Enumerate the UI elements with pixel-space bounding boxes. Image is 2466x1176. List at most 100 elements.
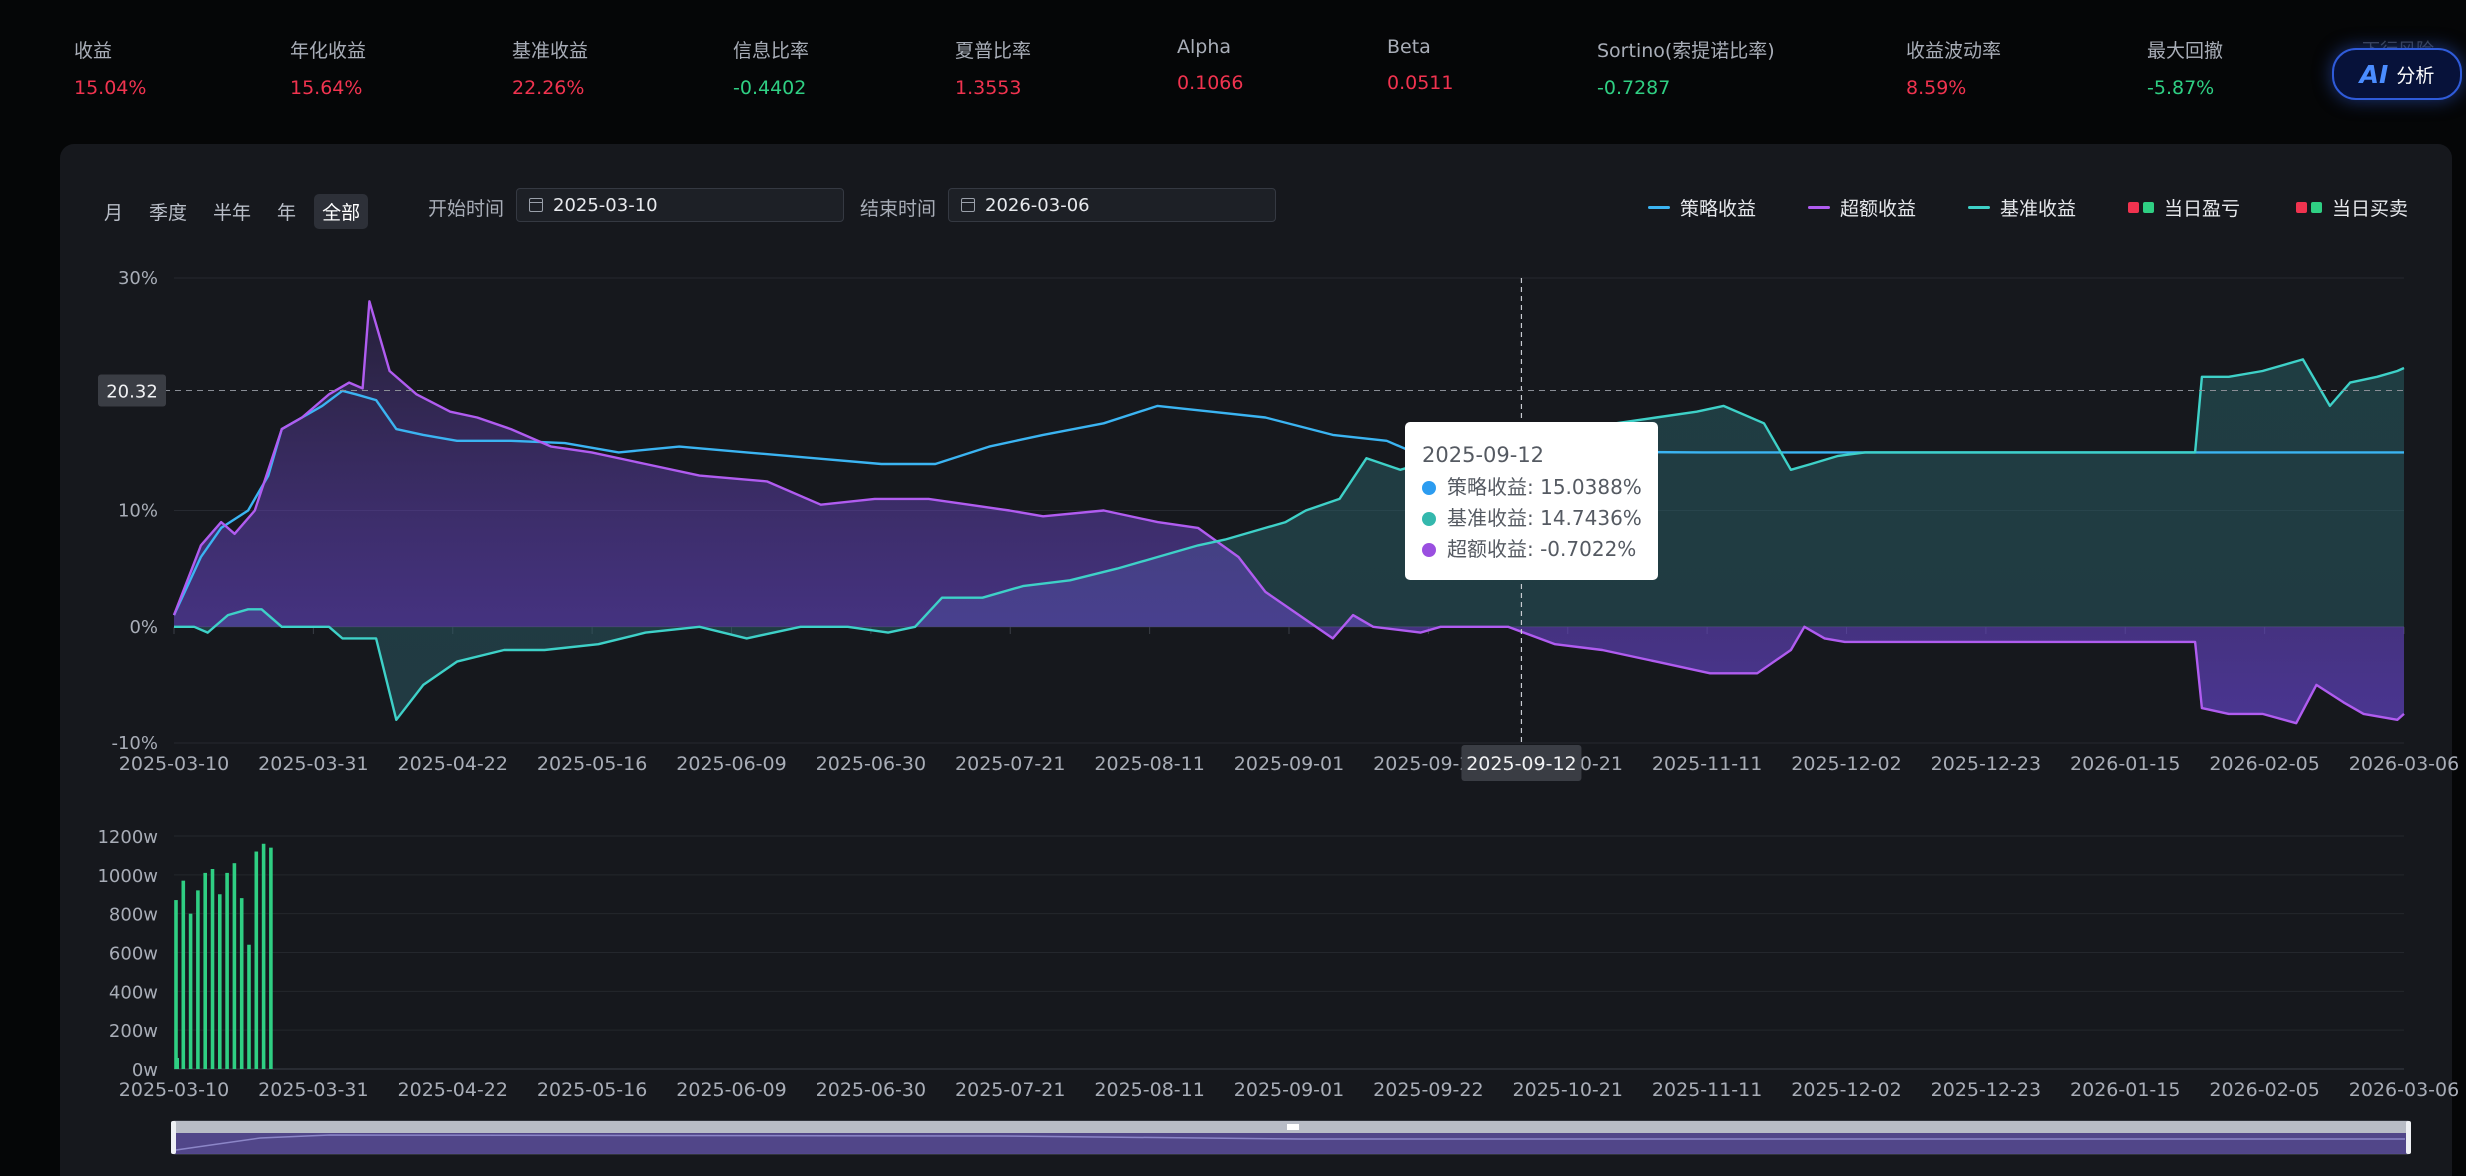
metric-label: 信息比率 (733, 40, 810, 62)
bar-small (176, 1058, 179, 1069)
legend-square-icon (2128, 202, 2154, 213)
bar-x-tick-label: 2026-01-15 (2070, 1079, 2180, 1101)
metric-value: 22.26% (512, 77, 585, 99)
tooltip-dot (1422, 481, 1436, 495)
legend-line-icon (1968, 206, 1990, 209)
bar-x-tick-label: 2026-02-05 (2209, 1079, 2319, 1101)
y-tick-label: 0% (129, 617, 158, 638)
zoom-handle-right[interactable] (2406, 1121, 2411, 1154)
period-selector: 月 季度 半年 年全部 (96, 194, 369, 229)
metric-item: 基准收益 22.26% (512, 36, 588, 99)
metric-item: 夏普比率 1.3553 (955, 36, 1031, 99)
calendar-icon (961, 198, 975, 212)
metric-label: Sortino(索提诺比率) (1597, 40, 1775, 62)
x-tick-label: 2025-12-23 (1931, 753, 2041, 775)
bar-x-tick-label: 2025-03-31 (258, 1079, 368, 1101)
bar-y-tick-label: 0w (132, 1060, 158, 1081)
tooltip-row: 超额收益: -0.7022% (1447, 537, 1636, 561)
metric-label: 基准收益 (512, 40, 589, 62)
tooltip-row: 策略收益: 15.0388% (1447, 475, 1642, 499)
metric-item: 年化收益 15.64% (290, 36, 366, 99)
start-date-value: 2025-03-10 (553, 194, 658, 216)
legend-line-icon (1808, 206, 1830, 209)
x-tick-label: 2025-04-22 (398, 753, 508, 775)
legend-square-icon (2296, 202, 2322, 213)
crosshair-x-label: 2025-09-12 (1466, 753, 1576, 775)
period-tab[interactable]: 全部 (314, 194, 369, 229)
bar-y-tick-label: 600w (109, 944, 158, 965)
legend-item[interactable]: 当日买卖 (2296, 194, 2408, 221)
metric-value: -5.87% (2147, 77, 2215, 99)
legend-item[interactable]: 超额收益 (1808, 194, 1916, 221)
legend-label: 当日买卖 (2332, 198, 2409, 220)
metric-item: Alpha 0.1066 (1177, 36, 1243, 94)
bar-x-tick-label: 2026-03-06 (2349, 1079, 2459, 1101)
x-tick-label: 2025-09-22 (1373, 753, 1483, 775)
x-tick-label: 2025-12-02 (1791, 753, 1901, 775)
period-tab[interactable]: 季度 (149, 202, 188, 224)
bar-y-tick-label: 400w (109, 982, 158, 1003)
zoom-handle-left[interactable] (171, 1121, 176, 1154)
bar (203, 872, 207, 1069)
metric-value: 0.1066 (1177, 72, 1244, 94)
bar-y-tick-label: 1000w (97, 866, 158, 887)
metric-item: 信息比率 -0.4402 (733, 36, 809, 99)
bar-y-tick-label: 800w (109, 905, 158, 926)
bar (196, 890, 200, 1069)
legend-line-icon (1648, 206, 1670, 209)
metrics-bar: 收益 15.04% 年化收益 15.64% 基准收益 22.26% 信息比率 -0.4402 夏… (0, 0, 2466, 120)
period-tab[interactable]: 年 (277, 202, 297, 224)
tooltip-date: 2025-09-12 (1422, 443, 1544, 467)
metric-item: Beta 0.0511 (1387, 36, 1453, 94)
y-tick-label: 10% (118, 501, 158, 522)
period-tab[interactable]: 半年 (213, 202, 252, 224)
tooltip-row: 基准收益: 14.7436% (1447, 506, 1642, 530)
chart-legend: 策略收益 超额收益 基准收益 当日盈亏 当日买卖 (1648, 194, 2412, 221)
metric-label: 年化收益 (290, 40, 367, 62)
bar-x-tick-label: 2025-09-22 (1373, 1079, 1483, 1101)
bar (247, 944, 251, 1069)
end-date-input[interactable]: 2026-03-06 (948, 188, 1276, 222)
tooltip-box (1405, 422, 1658, 580)
metric-value: 8.59% (1906, 77, 1967, 99)
ai-analysis-label: 分析 (2396, 64, 2435, 87)
bar-y-tick-label: 1200w (97, 827, 158, 848)
end-date-value: 2026-03-06 (985, 194, 1090, 216)
bar (225, 872, 229, 1069)
end-date-label: 结束时间 (860, 198, 937, 220)
bar-x-tick-label: 2025-11-11 (1652, 1079, 1762, 1101)
bar-y-tick-label: 200w (109, 1021, 158, 1042)
legend-label: 基准收益 (2000, 198, 2077, 220)
bar-x-tick-label: 2025-06-30 (816, 1079, 926, 1101)
legend-item[interactable]: 基准收益 (1968, 194, 2076, 221)
bar (254, 851, 259, 1069)
legend-item[interactable]: 策略收益 (1648, 194, 1756, 221)
metric-label: Beta (1387, 36, 1431, 58)
period-tab[interactable]: 月 (104, 202, 124, 224)
tooltip-dot (1422, 512, 1436, 526)
metric-item: 收益波动率 8.59% (1906, 36, 2001, 99)
benchmark-area (174, 359, 2404, 720)
bar-x-tick-label: 2025-08-11 (1094, 1079, 1204, 1101)
metric-item: 收益 15.04% (74, 36, 146, 99)
legend-item[interactable]: 当日盈亏 (2128, 194, 2240, 221)
bar-x-tick-label: 2025-04-22 (398, 1079, 508, 1101)
metric-value: -0.7287 (1597, 77, 1671, 99)
x-tick-label: 2025-03-31 (258, 753, 368, 775)
bar (239, 898, 244, 1069)
x-tick-label: 2025-03-10 (119, 753, 229, 775)
x-tick-label: 2026-02-05 (2209, 753, 2319, 775)
series-line (172, 300, 2405, 725)
metric-item: Sortino(索提诺比率) -0.7287 (1597, 36, 1775, 99)
legend-label: 当日盈亏 (2164, 198, 2241, 220)
y-tick-label: 30% (118, 268, 158, 289)
metric-label: Alpha (1177, 36, 1232, 58)
ai-analysis-button[interactable]: AI 分析 (2332, 48, 2462, 100)
legend-label: 策略收益 (1680, 198, 1757, 220)
zoom-grip-icon (1287, 1124, 1299, 1130)
bar (218, 894, 222, 1069)
start-date-input[interactable]: 2025-03-10 (516, 188, 844, 222)
x-tick-label: 2026-01-15 (2070, 753, 2180, 775)
crosshair-y-label: 20.32 (106, 382, 158, 403)
crosshair-y-badge (98, 374, 166, 407)
